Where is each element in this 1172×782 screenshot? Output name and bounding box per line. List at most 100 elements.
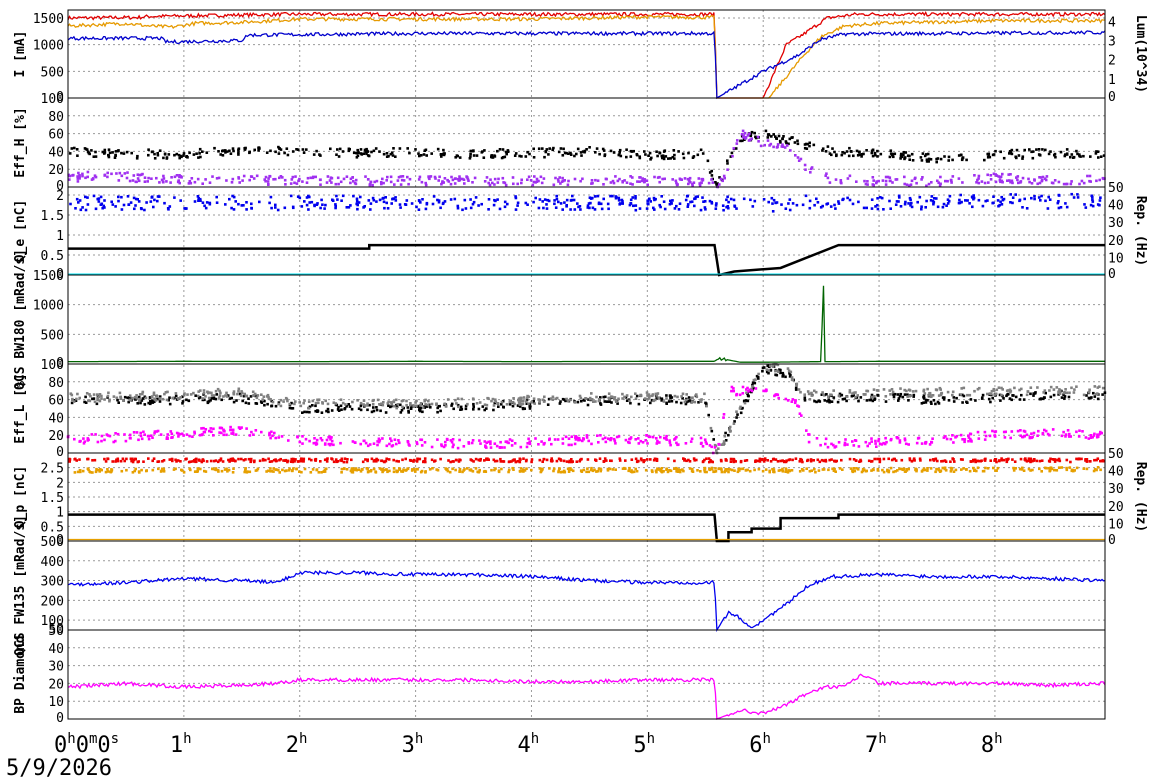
y-right-tick-label: 30: [1108, 216, 1124, 231]
data-point: [276, 208, 280, 212]
data-point: [1025, 460, 1029, 463]
data-point: [354, 441, 357, 444]
data-point: [908, 458, 912, 462]
data-point: [330, 439, 334, 443]
data-point: [193, 180, 197, 184]
data-point: [673, 459, 676, 463]
data-point: [671, 178, 674, 181]
data-point: [582, 437, 585, 441]
data-point: [751, 381, 755, 384]
data-point: [772, 145, 775, 149]
data-point: [512, 182, 515, 186]
data-point: [669, 157, 672, 160]
data-point: [764, 468, 768, 471]
data-point: [775, 393, 778, 396]
data-point: [503, 155, 507, 159]
data-point: [551, 395, 555, 399]
data-point: [381, 177, 384, 181]
data-point: [84, 195, 87, 199]
data-point: [232, 208, 236, 211]
data-point: [668, 202, 672, 206]
data-point: [188, 434, 191, 438]
data-point: [203, 398, 206, 402]
data-point: [1057, 193, 1061, 197]
data-point: [469, 149, 473, 153]
data-point: [908, 394, 911, 398]
data-point: [803, 143, 807, 146]
data-point: [526, 150, 529, 154]
data-point: [627, 469, 630, 473]
data-point: [977, 459, 980, 463]
data-point: [962, 386, 966, 390]
data-point: [501, 176, 505, 180]
data-point: [903, 157, 906, 161]
data-point: [856, 394, 859, 397]
data-point: [708, 171, 712, 174]
data-point: [750, 389, 754, 393]
data-point: [687, 179, 691, 182]
data-point: [364, 441, 368, 445]
data-point: [320, 471, 323, 474]
data-point: [569, 151, 572, 155]
bunch-charge-p-series-1: [73, 466, 1102, 474]
data-point: [252, 460, 256, 464]
data-point: [453, 182, 457, 185]
data-point: [983, 430, 987, 434]
data-point: [1051, 428, 1055, 431]
data-point: [838, 392, 842, 396]
data-point: [1078, 153, 1081, 156]
data-point: [202, 430, 206, 434]
data-point: [230, 432, 233, 435]
data-point: [686, 205, 690, 208]
data-point: [809, 171, 812, 174]
data-point: [931, 394, 935, 397]
data-point: [741, 392, 745, 395]
data-point: [673, 394, 677, 398]
data-point: [423, 457, 427, 460]
y-axis-label: Q_e [nC]: [13, 200, 28, 263]
data-point: [815, 197, 818, 201]
data-point: [349, 177, 353, 181]
efficiency-her-frame: [67, 97, 1106, 188]
y-tick-label: 20: [48, 429, 64, 444]
data-point: [312, 153, 316, 156]
data-point: [514, 196, 518, 200]
data-point: [500, 446, 504, 449]
data-point: [630, 458, 634, 461]
data-point: [395, 459, 398, 463]
data-point: [139, 401, 142, 405]
data-point: [226, 470, 229, 473]
data-point: [419, 201, 422, 204]
data-point: [911, 159, 915, 162]
data-point: [691, 467, 694, 471]
data-point: [713, 470, 716, 473]
data-point: [232, 467, 235, 470]
data-point: [972, 194, 975, 197]
data-point: [994, 458, 998, 461]
data-point: [691, 184, 694, 188]
data-point: [516, 460, 520, 463]
data-point: [571, 194, 574, 198]
data-point: [870, 207, 874, 210]
data-point: [162, 177, 166, 180]
data-point: [414, 470, 417, 473]
y-right-axis-label: Rep. (Hz): [1133, 462, 1148, 532]
data-point: [859, 396, 863, 399]
data-point: [784, 207, 788, 210]
data-point: [758, 457, 762, 461]
data-point: [266, 402, 269, 406]
data-point: [678, 202, 682, 205]
data-point: [395, 442, 398, 446]
data-point: [1001, 172, 1004, 176]
data-point: [741, 129, 745, 133]
data-point: [229, 425, 232, 429]
data-point: [732, 387, 735, 390]
data-point: [1089, 436, 1093, 439]
data-point: [724, 468, 727, 471]
data-point: [984, 466, 987, 470]
data-point: [311, 404, 314, 407]
data-point: [278, 458, 281, 462]
data-point: [973, 389, 976, 393]
y-tick-label: 1000: [33, 299, 64, 314]
data-point: [1012, 469, 1016, 472]
